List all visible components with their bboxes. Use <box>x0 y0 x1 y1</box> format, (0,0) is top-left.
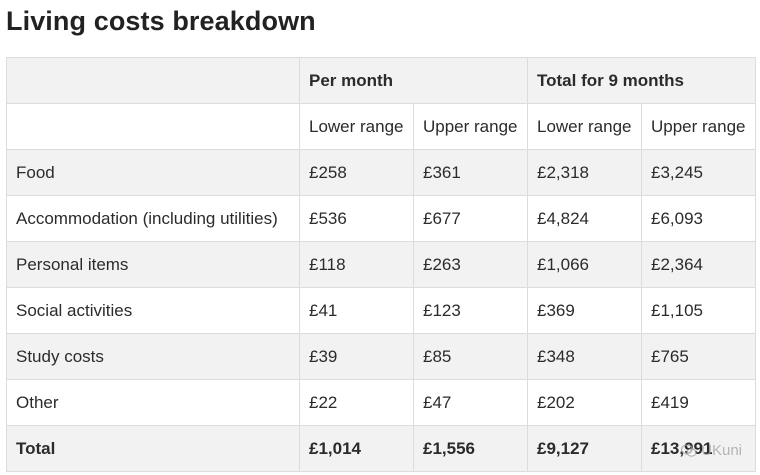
row-label: Study costs <box>6 333 300 380</box>
cell-month-lower: £22 <box>299 379 414 426</box>
table-subheader-total-upper: Upper range <box>640 103 757 150</box>
cell-month-lower: £39 <box>299 333 414 380</box>
row-label: Food <box>6 149 300 196</box>
table-subheader-empty <box>6 103 300 150</box>
cell-total-upper: £765 <box>640 333 757 380</box>
cell-total-upper: £3,245 <box>640 149 757 196</box>
table-row: Other £22 £47 £202 £419 <box>6 379 757 426</box>
row-label: Social activities <box>6 287 300 334</box>
total-label: Total <box>6 425 300 472</box>
table-subheader-month-lower: Lower range <box>299 103 414 150</box>
cell-month-upper: £677 <box>413 195 528 242</box>
cell-total-lower: £202 <box>527 379 642 426</box>
cell-total-lower: £1,066 <box>527 241 642 288</box>
row-label: Personal items <box>6 241 300 288</box>
total-month-upper: £1,556 <box>413 425 528 472</box>
total-total-upper: £13,991 <box>640 425 757 472</box>
cell-total-lower: £348 <box>527 333 642 380</box>
cell-month-lower: £41 <box>299 287 414 334</box>
cell-month-upper: £361 <box>413 149 528 196</box>
table-row: Food £258 £361 £2,318 £3,245 <box>6 149 757 196</box>
cell-month-lower: £118 <box>299 241 414 288</box>
total-total-lower: £9,127 <box>527 425 642 472</box>
table-header-per-month: Per month <box>299 57 528 104</box>
total-month-lower: £1,014 <box>299 425 414 472</box>
cell-total-lower: £369 <box>527 287 642 334</box>
cell-month-upper: £47 <box>413 379 528 426</box>
table-row: Personal items £118 £263 £1,066 £2,364 <box>6 241 757 288</box>
cell-month-upper: £123 <box>413 287 528 334</box>
table-row: Accommodation (including utilities) £536… <box>6 195 757 242</box>
page-title: Living costs breakdown <box>6 6 316 36</box>
cell-month-lower: £258 <box>299 149 414 196</box>
table-header-total-9-months: Total for 9 months <box>526 57 757 104</box>
cell-total-lower: £4,824 <box>527 195 642 242</box>
table-header-empty <box>6 57 300 104</box>
cell-total-upper: £419 <box>640 379 757 426</box>
table-row: Social activities £41 £123 £369 £1,105 <box>6 287 757 334</box>
cell-month-upper: £85 <box>413 333 528 380</box>
cell-month-lower: £536 <box>299 195 414 242</box>
row-label: Other <box>6 379 300 426</box>
watermark: UKuni <box>681 442 742 459</box>
cell-month-upper: £263 <box>413 241 528 288</box>
table-subheader-month-upper: Upper range <box>413 103 528 150</box>
table-total-row: Total £1,014 £1,556 £9,127 £13,991 <box>6 425 757 472</box>
cell-total-lower: £2,318 <box>527 149 642 196</box>
cell-total-upper: £6,093 <box>640 195 757 242</box>
table-group-header-row: Per month Total for 9 months <box>6 57 757 104</box>
watermark-text: UKuni <box>701 442 742 459</box>
wechat-icon <box>681 443 697 458</box>
table-subheader-total-lower: Lower range <box>527 103 642 150</box>
cell-total-upper: £2,364 <box>640 241 757 288</box>
table-sub-header-row: Lower range Upper range Lower range Uppe… <box>6 103 757 150</box>
living-costs-table: Per month Total for 9 months Lower range… <box>6 57 757 472</box>
row-label: Accommodation (including utilities) <box>6 195 300 242</box>
table-row: Study costs £39 £85 £348 £765 <box>6 333 757 380</box>
cell-total-upper: £1,105 <box>640 287 757 334</box>
